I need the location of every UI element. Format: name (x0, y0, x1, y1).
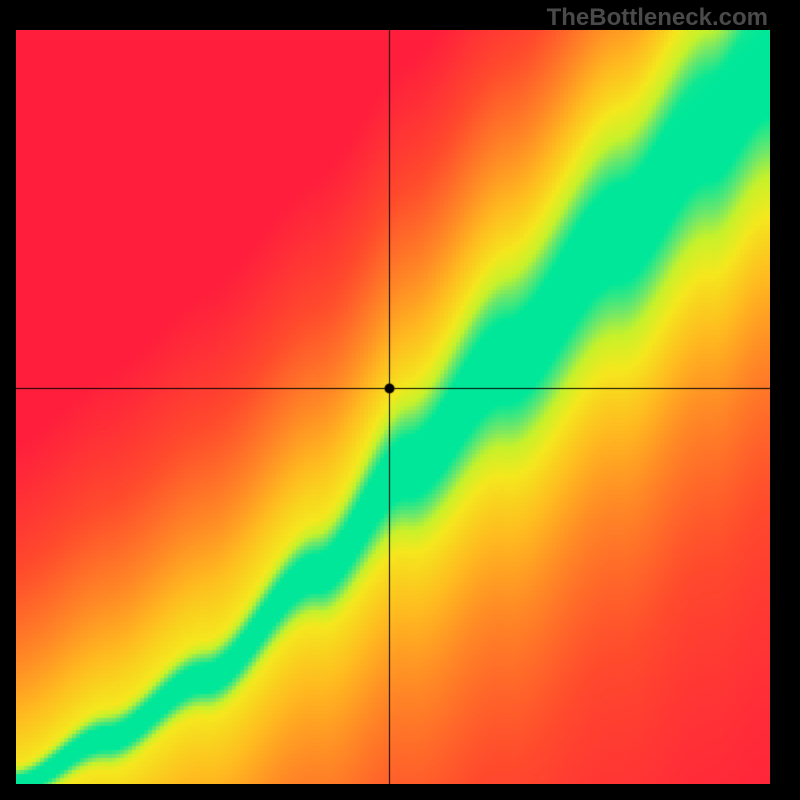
plot-frame (0, 0, 800, 800)
crosshair-overlay (16, 30, 770, 784)
watermark-text: TheBottleneck.com (547, 4, 768, 32)
